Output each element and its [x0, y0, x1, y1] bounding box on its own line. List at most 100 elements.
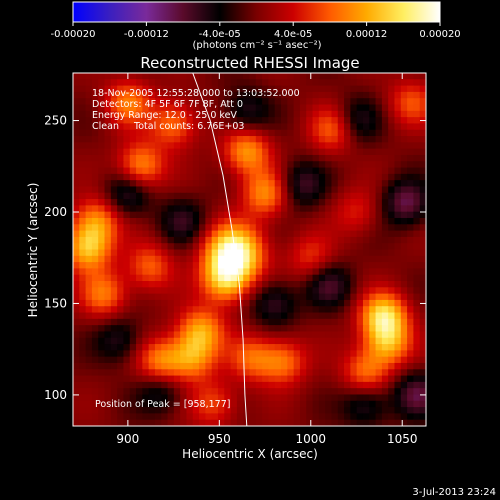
- heatmap-cell: [73, 381, 80, 389]
- heatmap-cell: [167, 299, 175, 307]
- heatmap-cell: [299, 186, 307, 194]
- heatmap-cell: [136, 381, 143, 389]
- heatmap-cell: [154, 262, 162, 270]
- heatmap-cell: [161, 413, 169, 421]
- heatmap-cell: [142, 268, 150, 276]
- heatmap-cell: [136, 331, 143, 339]
- plot-frame: [72, 72, 427, 427]
- heatmap-cell: [413, 243, 421, 251]
- heatmap-cell: [381, 91, 389, 99]
- heatmap-cell: [217, 407, 225, 414]
- heatmap-cell: [98, 136, 106, 143]
- heatmap-cell: [154, 180, 162, 188]
- heatmap-cell: [243, 73, 251, 80]
- annotation-counts: Clean Total counts: 6.76E+03: [92, 121, 244, 132]
- heatmap-cell: [236, 129, 244, 137]
- heatmap-cell: [161, 268, 169, 276]
- heatmap-cell: [192, 142, 200, 150]
- heatmap-cell: [369, 281, 377, 288]
- heatmap-cell: [362, 262, 370, 270]
- heatmap-cell: [104, 110, 112, 118]
- heatmap-cell: [129, 369, 137, 377]
- heatmap-cell: [350, 318, 358, 326]
- heatmap-cell: [180, 98, 188, 106]
- heatmap-cell: [337, 205, 345, 213]
- heatmap-cell: [104, 136, 112, 143]
- heatmap-cell: [230, 375, 238, 383]
- heatmap-cell: [104, 104, 112, 112]
- heatmap-cell: [262, 331, 270, 339]
- heatmap-cell: [211, 205, 219, 213]
- heatmap-cell: [104, 192, 112, 200]
- heatmap-cell: [249, 243, 257, 251]
- heatmap-cell: [236, 173, 244, 181]
- heatmap-cell: [312, 293, 320, 301]
- heatmap-cell: [142, 211, 150, 219]
- heatmap-cell: [325, 274, 333, 282]
- heatmap-cell: [362, 186, 370, 194]
- heatmap-cell: [236, 91, 244, 99]
- heatmap-cell: [142, 255, 150, 263]
- heatmap-cell: [180, 205, 188, 213]
- heatmap-cell: [192, 281, 200, 288]
- heatmap-cell: [312, 110, 320, 118]
- heatmap-cell: [249, 268, 257, 276]
- heatmap-cell: [281, 375, 288, 383]
- heatmap-cell: [419, 236, 426, 244]
- heatmap-cell: [91, 110, 99, 118]
- heatmap-cell: [299, 110, 307, 118]
- heatmap-cell: [186, 205, 194, 213]
- heatmap-cell: [236, 331, 244, 339]
- heatmap-cell: [407, 98, 414, 106]
- heatmap-cell: [224, 413, 232, 421]
- heatmap-cell: [318, 381, 326, 389]
- heatmap-cell: [293, 299, 301, 307]
- heatmap-cell: [243, 199, 251, 206]
- heatmap-cell: [85, 243, 93, 251]
- heatmap-cell: [148, 136, 156, 143]
- heatmap-cell: [287, 154, 295, 162]
- heatmap-cell: [224, 255, 232, 263]
- heatmap-cell: [167, 337, 175, 345]
- heatmap-cell: [154, 104, 162, 112]
- heatmap-cell: [180, 255, 188, 263]
- heatmap-cell: [350, 369, 358, 377]
- heatmap-cell: [129, 85, 137, 93]
- heatmap-cell: [79, 350, 87, 358]
- heatmap-cell: [274, 249, 282, 257]
- heatmap-cell: [312, 306, 320, 314]
- heatmap-cell: [419, 129, 426, 137]
- heatmap-cell: [407, 230, 414, 238]
- heatmap-cell: [362, 249, 370, 257]
- heatmap-cell: [129, 79, 137, 87]
- heatmap-cell: [369, 129, 377, 137]
- heatmap-cell: [217, 312, 225, 320]
- heatmap-cell: [217, 249, 225, 257]
- heatmap-cell: [167, 205, 175, 213]
- heatmap-cell: [199, 306, 206, 314]
- heatmap-cell: [224, 400, 232, 408]
- heatmap-cell: [287, 148, 295, 156]
- heatmap-cell: [293, 249, 301, 257]
- heatmap-cell: [136, 388, 143, 396]
- heatmap-cell: [306, 217, 314, 225]
- heatmap-cell: [381, 306, 389, 314]
- heatmap-cell: [388, 331, 396, 339]
- heatmap-cell: [419, 249, 426, 257]
- heatmap-cell: [148, 129, 156, 137]
- heatmap-cell: [388, 85, 396, 93]
- heatmap-cell: [217, 306, 225, 314]
- heatmap-cell: [350, 205, 358, 213]
- heatmap-cell: [287, 123, 295, 131]
- heatmap-cell: [117, 199, 125, 206]
- heatmap-cell: [312, 243, 320, 251]
- heatmap-cell: [243, 85, 251, 93]
- heatmap-cell: [173, 293, 181, 301]
- heatmap-cell: [142, 249, 150, 257]
- heatmap-cell: [312, 325, 320, 333]
- heatmap-cell: [344, 123, 351, 131]
- heatmap-cell: [293, 268, 301, 276]
- heatmap-cell: [400, 407, 408, 414]
- heatmap-cell: [337, 161, 345, 169]
- heatmap-cell: [192, 161, 200, 169]
